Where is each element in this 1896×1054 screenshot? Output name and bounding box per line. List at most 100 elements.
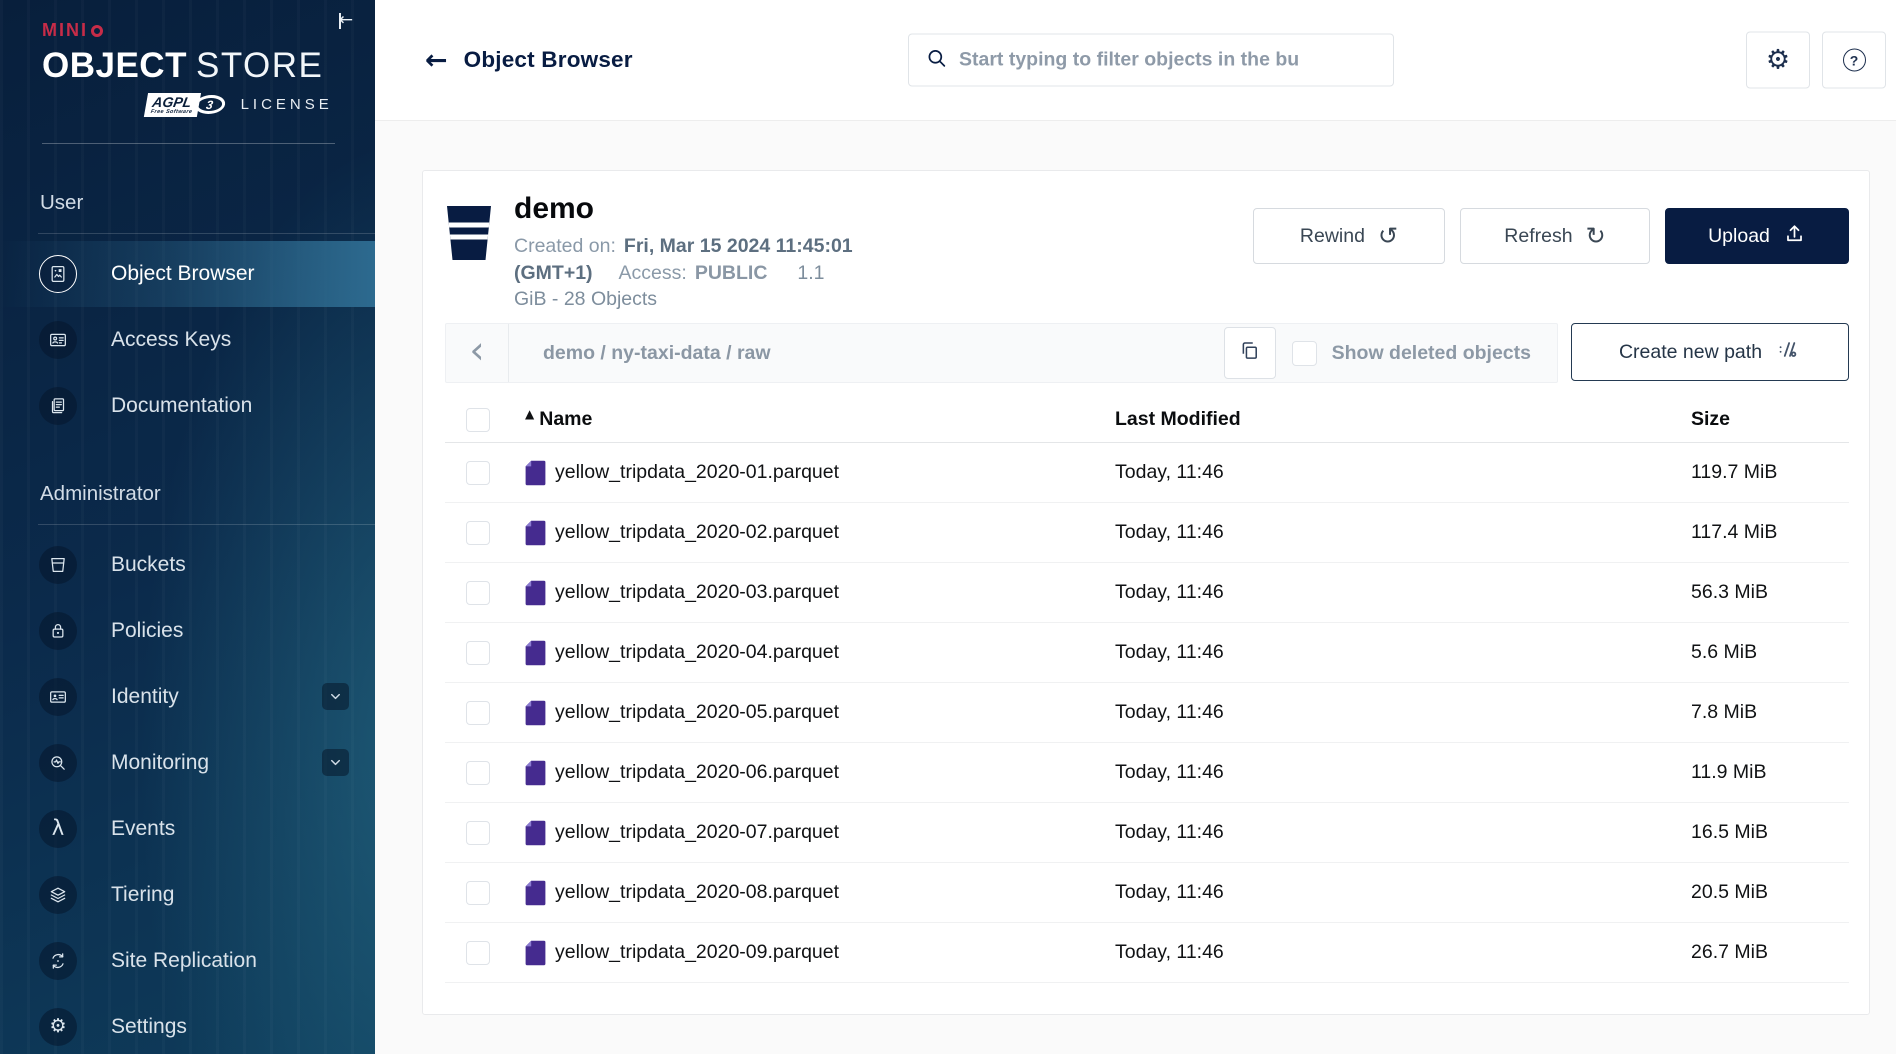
bucket-name: demo [514,192,595,225]
column-header-name[interactable]: ▲ Name [525,406,593,431]
row-checkbox[interactable] [466,580,490,605]
row-checkbox[interactable] [466,520,490,545]
bucket-card: demo Created on: Fri, Mar 15 2024 11:45:0… [422,170,1870,1015]
object-name-cell: yellow_tripdata_2020-09.parquet [525,940,1115,966]
bucket-size-second: GiB - 28 Objects [514,288,658,310]
chevron-down-icon[interactable] [322,683,349,710]
minio-text: MIN [42,20,81,40]
sort-ascending-icon: ▲ [525,406,535,421]
sidebar-item-buckets[interactable]: Buckets [0,532,375,598]
table-row[interactable]: yellow_tripdata_2020-08.parquet Today, 11… [445,863,1849,923]
table-row[interactable]: yellow_tripdata_2020-04.parquet Today, 11… [445,623,1849,683]
object-name-cell: yellow_tripdata_2020-06.parquet [525,760,1115,786]
file-icon [525,940,546,966]
agplv3-badge: AGPL Free Software 3 [143,93,227,117]
gear-icon: ⚙ [1765,44,1791,76]
sidebar-item-policies[interactable]: Policies [0,598,375,664]
object-size: 5.6 MiB [1691,641,1758,663]
sidebar-item-events[interactable]: λ Events [0,796,375,862]
table-row[interactable]: yellow_tripdata_2020-05.parquet Today, 11… [445,683,1849,743]
policy-lock-icon [39,611,77,650]
table-row[interactable]: yellow_tripdata_2020-02.parquet Today, 11… [445,503,1849,563]
object-name: yellow_tripdata_2020-07.parquet [555,821,840,843]
object-name: yellow_tripdata_2020-08.parquet [555,881,840,903]
sidebar-item-label: Site Replication [111,948,257,972]
object-last-modified: Today, 11:46 [1115,641,1224,663]
back-arrow-icon[interactable]: ← [425,44,448,76]
sidebar-item-documentation[interactable]: Documentation [0,373,375,439]
row-checkbox[interactable] [466,460,490,485]
table-row[interactable]: yellow_tripdata_2020-01.parquet Today, 11… [445,443,1849,503]
table-row[interactable]: yellow_tripdata_2020-03.parquet Today, 11… [445,563,1849,623]
object-name: yellow_tripdata_2020-02.parquet [555,521,840,543]
object-name-cell: yellow_tripdata_2020-03.parquet [525,580,1115,606]
object-size: 16.5 MiB [1691,821,1768,843]
collapse-sidebar-icon[interactable]: ← [338,12,353,29]
refresh-button[interactable]: Refresh ↻ [1460,208,1650,264]
section-divider [38,523,375,525]
bucket-icon [39,545,77,584]
sidebar-item-monitoring[interactable]: Monitoring [0,730,375,796]
bucket-actions: Rewind ↺ Refresh ↻ Upload [1253,208,1849,323]
created-value: Fri, Mar 15 2024 11:45:01 (GMT+1) [514,235,853,284]
sidebar-item-label: Buckets [111,552,186,576]
path-row: ‹ demo / ny-taxi-data / raw Show deleted… [445,323,1849,383]
chevron-down-icon[interactable] [322,749,349,776]
table-row[interactable]: yellow_tripdata_2020-06.parquet Today, 11… [445,743,1849,803]
sidebar-item-settings[interactable]: ⚙ Settings [0,994,375,1054]
file-icon [525,760,546,786]
row-checkbox-cell [445,520,525,545]
rewind-button[interactable]: Rewind ↺ [1253,208,1445,264]
main-area: ← Object Browser ⚙ ? [375,0,1896,1054]
help-button[interactable]: ? [1822,31,1886,89]
table-row[interactable]: yellow_tripdata_2020-07.parquet Today, 11… [445,803,1849,863]
section-divider [38,232,375,234]
settings-button[interactable]: ⚙ [1746,31,1810,89]
sidebar: ← MIN I OBJECT STORE AGPL Free Software 3 L… [0,0,375,1054]
object-last-modified: Today, 11:46 [1115,941,1224,963]
bucket-meta: Created on: Fri, Mar 15 2024 11:45:01 (GM… [514,233,1134,313]
select-all-checkbox[interactable] [466,407,490,432]
column-header-last-modified: Last Modified [1115,408,1241,430]
settings-gear-icon: ⚙ [39,1007,77,1046]
sidebar-item-identity[interactable]: Identity [0,664,375,730]
sidebar-item-site-replication[interactable]: Site Replication [0,928,375,994]
upload-button[interactable]: Upload [1665,208,1849,264]
select-all-cell [445,407,525,432]
sidebar-section-label-user: User [40,190,84,214]
search-input[interactable] [959,48,1381,72]
copy-path-button[interactable] [1223,327,1276,379]
upload-icon [1783,222,1806,251]
path-back-button[interactable]: ‹ [446,324,509,382]
row-checkbox[interactable] [466,700,490,725]
object-size: 119.7 MiB [1691,461,1778,483]
sidebar-item-label: Identity [111,684,179,708]
row-checkbox[interactable] [466,880,490,905]
identity-card-icon [39,677,77,716]
sidebar-item-label: Tiering [111,882,175,906]
row-checkbox[interactable] [466,940,490,965]
create-new-path-button[interactable]: Create new path [1571,323,1849,381]
sidebar-item-tiering[interactable]: Tiering [0,862,375,928]
search-box [908,33,1394,87]
file-icon [525,640,546,666]
table-header: ▲ Name Last Modified Size [445,397,1849,443]
show-deleted-checkbox[interactable] [1291,340,1317,366]
sidebar-item-label: Documentation [111,393,253,417]
created-label: Created on: [514,235,616,257]
row-checkbox-cell [445,760,525,785]
sidebar-item-label: Object Browser [111,261,255,285]
table-row[interactable]: yellow_tripdata_2020-09.parquet Today, 11… [445,923,1849,983]
sidebar-item-access-keys[interactable]: Access Keys [0,307,375,373]
row-checkbox[interactable] [466,760,490,785]
object-name: yellow_tripdata_2020-05.parquet [555,701,840,723]
minio-logo: MIN I OBJECT STORE AGPL Free Software 3 LIC… [0,0,375,117]
object-last-modified: Today, 11:46 [1115,461,1224,483]
row-checkbox[interactable] [466,820,490,845]
agpl-v3-oval: 3 [192,95,227,115]
breadcrumb-bar: ‹ demo / ny-taxi-data / raw Show deleted… [445,323,1558,383]
object-name-cell: yellow_tripdata_2020-07.parquet [525,820,1115,846]
sidebar-item-object-browser[interactable]: Object Browser [0,240,375,307]
search-icon [925,46,948,74]
row-checkbox[interactable] [466,640,490,665]
